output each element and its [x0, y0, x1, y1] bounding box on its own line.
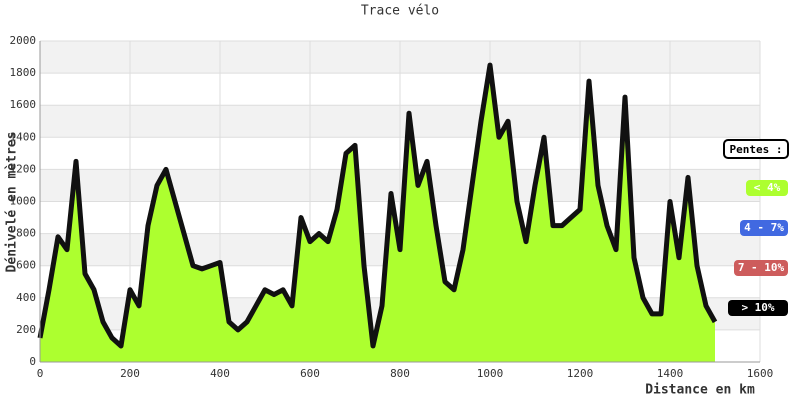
x-tick-label: 1400	[657, 367, 684, 380]
x-tick-label: 800	[390, 367, 410, 380]
legend-title: Pentes :	[730, 143, 783, 156]
legend-swatch	[746, 180, 788, 196]
legend-label: > 10%	[741, 301, 774, 314]
x-tick-label: 1200	[567, 367, 594, 380]
legend-label: < 4%	[754, 181, 781, 194]
y-tick-label: 600	[16, 259, 36, 272]
x-tick-label: 200	[120, 367, 140, 380]
y-tick-label: 1400	[10, 130, 37, 143]
elevation-line	[37, 62, 718, 349]
y-tick-label: 200	[16, 323, 36, 336]
legend-swatch	[728, 300, 788, 316]
y-tick-label: 400	[16, 291, 36, 304]
y-tick-label: 1000	[10, 195, 37, 208]
legend-label: 4 - 7%	[744, 221, 784, 234]
y-tick-label: 1800	[10, 66, 37, 79]
x-tick-label: 400	[210, 367, 230, 380]
y-axis-label: Dénivelé en mètres	[5, 132, 20, 273]
legend-title-box	[723, 139, 789, 159]
legend-label: 7 - 10%	[738, 261, 785, 274]
x-tick-label: 0	[37, 367, 44, 380]
x-tick-label: 600	[300, 367, 320, 380]
legend: Pentes : < 4% 4 - 7% 7 - 10% > 10%	[723, 139, 789, 316]
x-axis-label: Distance en km	[645, 383, 755, 398]
y-tick-label: 2000	[10, 34, 37, 47]
legend-swatch	[740, 220, 788, 236]
legend-swatch	[734, 260, 788, 276]
y-tick-label: 0	[29, 355, 36, 368]
y-tick-label: 800	[16, 227, 36, 240]
chart-title: Trace vélo	[361, 4, 439, 19]
y-tick-label: 1200	[10, 162, 37, 175]
y-tick-label: 1600	[10, 98, 37, 111]
x-tick-label: 1600	[747, 367, 774, 380]
x-tick-label: 1000	[477, 367, 504, 380]
elevation-area	[40, 65, 715, 362]
